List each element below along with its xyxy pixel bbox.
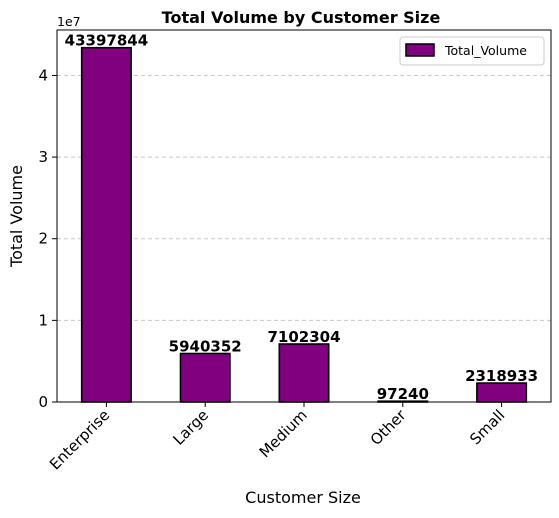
bar-medium [278,343,330,403]
y-gridlines [57,74,551,321]
bar-large [179,352,231,403]
x-axis-ticks: Enterprise Large Medium Other Small [46,402,508,473]
y-tick-label: 4 [38,66,48,84]
data-label-other: 97240 [377,385,429,403]
y-tick-label: 2 [38,230,48,248]
x-tick-label-small: Small [466,406,508,448]
chart-title: Total Volume by Customer Size [162,8,441,27]
y-tick-label: 0 [38,393,48,411]
bar-small [476,382,528,403]
bar-enterprise [80,46,132,403]
data-label-small: 2318933 [465,367,538,385]
data-labels: 43397844 5940352 7102304 97240 2318933 [65,32,538,403]
x-axis-label: Customer Size [245,488,361,507]
data-label-medium: 7102304 [267,328,340,346]
x-tick-label-other: Other [367,406,410,449]
y-scale-label: 1e7 [57,14,81,29]
y-axis-ticks: 0 1 2 3 4 [38,66,57,411]
y-axis-label: Total Volume [7,165,26,268]
x-tick-label-enterprise: Enterprise [46,406,113,473]
legend-entry-total-volume: Total_Volume [444,43,527,58]
y-tick-label: 3 [38,148,48,166]
legend-swatch [405,43,435,57]
x-tick-label-medium: Medium [256,406,311,461]
bars [80,46,528,403]
y-tick-label: 1 [38,311,48,329]
legend: Total_Volume [399,36,545,66]
legend-box [399,36,545,66]
x-tick-label-large: Large [169,406,212,449]
data-label-large: 5940352 [169,338,242,356]
data-label-enterprise: 43397844 [65,32,149,50]
